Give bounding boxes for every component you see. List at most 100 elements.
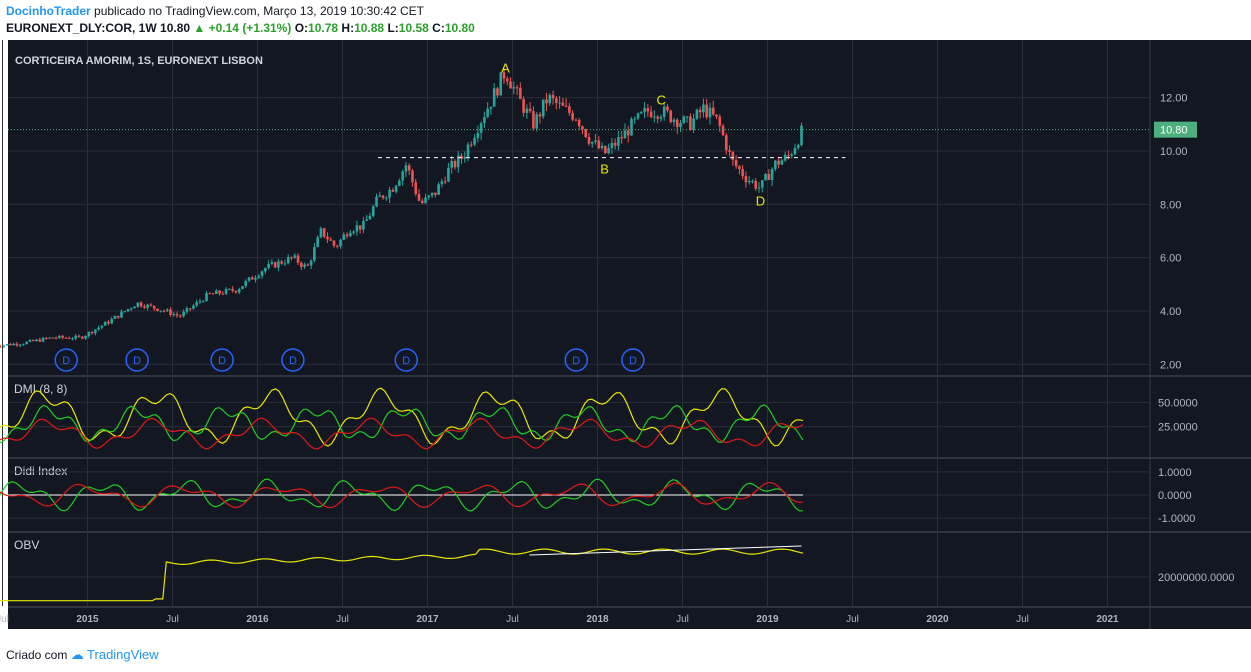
candle-body (626, 130, 630, 136)
candle-body (25, 341, 28, 345)
candle-body (244, 280, 248, 287)
candle-body (528, 108, 532, 112)
chart-canvas[interactable]: Jul 2015 Jul 2016 Jul 2017 Jul 2018 Jul 2019 Jul 20… (0, 40, 1251, 636)
candle-body (584, 129, 588, 138)
candle-body (80, 336, 84, 339)
header-line-2: EURONEXT_DLY:COR, 1W 10.80 ▲ +0.14 (+1.3… (6, 21, 475, 35)
dmi-adx-line (0, 387, 804, 447)
candle-body (767, 174, 771, 181)
candle-body (509, 81, 512, 89)
candle-body (22, 344, 25, 346)
x-tick-label: Jul (506, 614, 519, 625)
candle-body (620, 137, 623, 139)
candle-body (352, 231, 355, 233)
annotation-d: D (756, 194, 765, 209)
header-line-1: DocinhoTrader publicado no TradingView.c… (6, 4, 424, 18)
candle-body (424, 197, 427, 203)
candle-body (355, 225, 359, 232)
candle-body (394, 185, 398, 192)
candle-body (548, 94, 552, 104)
candle-body (345, 234, 349, 237)
dividend-marker (621, 348, 645, 372)
candle-body (440, 181, 444, 185)
candle-body (689, 116, 692, 130)
x-tick-label: Jul (1016, 614, 1029, 625)
candle-body (718, 116, 722, 126)
candle-body (388, 189, 391, 198)
candle-body (411, 170, 414, 183)
candle-body (594, 140, 597, 142)
candle-body (90, 331, 94, 334)
candle-body (182, 311, 185, 317)
candle-body (231, 288, 234, 291)
candle-body (9, 343, 12, 346)
candle-body (420, 200, 424, 203)
candle-body (169, 309, 172, 315)
candle-body (273, 262, 277, 268)
candle-body (734, 160, 738, 167)
candle-body (741, 169, 744, 177)
candle-body (492, 88, 496, 107)
x-tick-label: 2016 (246, 614, 269, 625)
candle-body (316, 237, 319, 247)
candle-body (453, 161, 457, 168)
candle-body (237, 289, 241, 293)
candle-body (300, 262, 303, 267)
candle-body (201, 301, 205, 303)
candle-body (590, 141, 594, 144)
x-tick-label: Jul (676, 614, 689, 625)
candle-body (430, 192, 434, 196)
candle-body (326, 236, 329, 240)
candle-body (146, 304, 149, 308)
candle-body (738, 166, 741, 170)
candle-body (277, 261, 280, 268)
high-label: H: (341, 21, 355, 35)
candle-body (790, 154, 793, 156)
candle-body (41, 337, 45, 342)
candle-body (515, 87, 519, 89)
candle-body (123, 311, 127, 313)
candle-body (640, 111, 643, 114)
y-tick-label: 10.00 (1160, 146, 1188, 158)
annotation-a: A (501, 60, 510, 75)
didi-tick-label: 0.0000 (1158, 490, 1192, 502)
candle-body (385, 197, 388, 199)
candle-body (375, 196, 378, 207)
candle-body (623, 130, 627, 139)
candle-body (692, 118, 695, 130)
y-tick-label: 12.00 (1160, 93, 1188, 105)
candle-body (254, 277, 257, 280)
candle-body (349, 232, 352, 237)
candle-body (368, 215, 372, 220)
candle-body (175, 314, 179, 316)
candle-body (754, 180, 758, 189)
candle-body (630, 118, 633, 136)
didi-fast-line (0, 478, 803, 512)
candle-body (48, 337, 51, 339)
candle-body (0, 346, 2, 348)
last-price: 10.80 (160, 21, 191, 35)
high-value: 10.88 (354, 21, 385, 35)
candle-body (179, 315, 182, 317)
candle-body (744, 176, 748, 183)
candle-body (597, 140, 601, 149)
candle-body (306, 264, 310, 266)
footer-brand[interactable]: TradingView (87, 647, 159, 662)
candle-body (378, 195, 382, 197)
candle-body (558, 102, 561, 104)
candle-body (192, 305, 195, 309)
candle-body (764, 174, 767, 181)
candle-body (293, 255, 297, 258)
candle-body (54, 337, 58, 339)
candle-body (113, 315, 117, 319)
x-tick-label: 2017 (416, 614, 439, 625)
price-change: ▲ +0.14 (+1.31%) (193, 21, 292, 35)
candle-body (636, 113, 640, 119)
candle-body (247, 277, 251, 281)
candle-body (362, 220, 365, 230)
candle-body (587, 137, 591, 144)
candle-body (110, 318, 113, 324)
author-link[interactable]: DocinhoTrader (6, 4, 91, 18)
low-value: 10.58 (398, 21, 429, 35)
candle-body (283, 263, 287, 265)
